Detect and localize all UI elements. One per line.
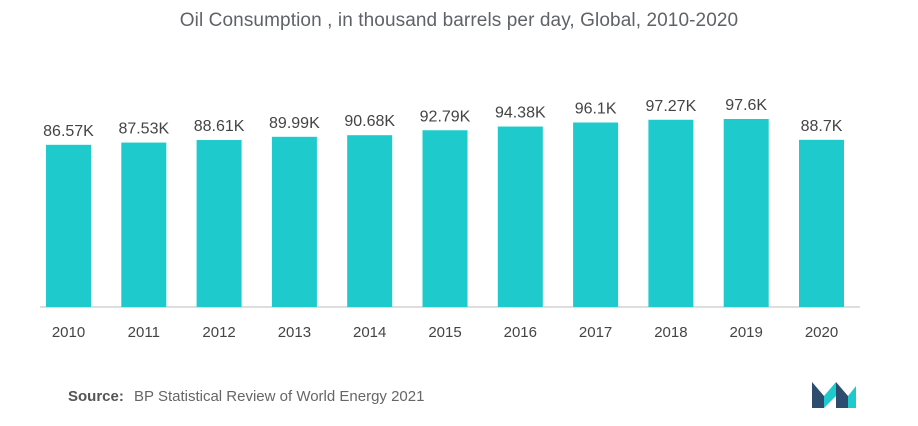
data-label-2018: 97.27K xyxy=(646,98,697,115)
data-label-2019: 97.6K xyxy=(725,97,767,114)
tick-labels-group: 2010 2011 2012 2013 2014 2015 2016 2017 2018 2019… xyxy=(52,324,838,341)
bar-2019 xyxy=(723,119,769,307)
x-tick-2019: 2019 xyxy=(730,324,763,341)
x-tick-2013: 2013 xyxy=(278,324,311,341)
data-label-2014: 90.68K xyxy=(344,113,395,130)
bar-2014 xyxy=(347,135,393,307)
data-label-2013: 89.99K xyxy=(269,115,320,132)
bars-group xyxy=(46,119,844,308)
data-labels-group: 86.57K 87.53K 88.61K 89.99K 90.68K 92.79K 94.3… xyxy=(43,97,843,140)
bar-2011 xyxy=(121,142,167,307)
data-label-2017: 96.1K xyxy=(575,101,617,118)
bar-2010 xyxy=(46,144,91,307)
bar-2013 xyxy=(271,136,317,307)
x-tick-2016: 2016 xyxy=(504,324,537,341)
x-tick-2017: 2017 xyxy=(579,324,612,341)
bar-2016 xyxy=(497,126,543,308)
x-tick-2012: 2012 xyxy=(202,324,235,341)
x-tick-2015: 2015 xyxy=(428,324,461,341)
data-label-2016: 94.38K xyxy=(495,105,546,122)
data-label-2015: 92.79K xyxy=(420,108,471,125)
data-label-2011: 87.53K xyxy=(118,121,169,138)
bar-chart: 86.57K 87.53K 88.61K 89.99K 90.68K 92.79K 94.3… xyxy=(40,97,860,341)
bar-2020 xyxy=(799,139,844,307)
bar-2012 xyxy=(196,140,242,307)
x-tick-2014: 2014 xyxy=(353,324,386,341)
chart-title: Oil Consumption , in thousand barrels pe… xyxy=(179,10,739,31)
bar-2017 xyxy=(573,122,619,307)
x-tick-2011: 2011 xyxy=(128,324,160,341)
bar-2015 xyxy=(422,130,468,307)
source-label: Source: xyxy=(68,388,124,405)
data-label-2020: 88.7K xyxy=(801,118,843,135)
data-label-2010: 86.57K xyxy=(43,123,94,140)
source-note: Source: BP Statistical Review of World E… xyxy=(68,388,424,405)
source-text: BP Statistical Review of World Energy 20… xyxy=(134,388,425,405)
bar-2018 xyxy=(648,119,694,307)
mordor-intelligence-logo-icon xyxy=(812,382,856,408)
x-tick-2018: 2018 xyxy=(654,324,687,341)
x-tick-2020: 2020 xyxy=(805,324,838,341)
x-tick-2010: 2010 xyxy=(52,324,85,341)
data-label-2012: 88.61K xyxy=(194,118,245,135)
